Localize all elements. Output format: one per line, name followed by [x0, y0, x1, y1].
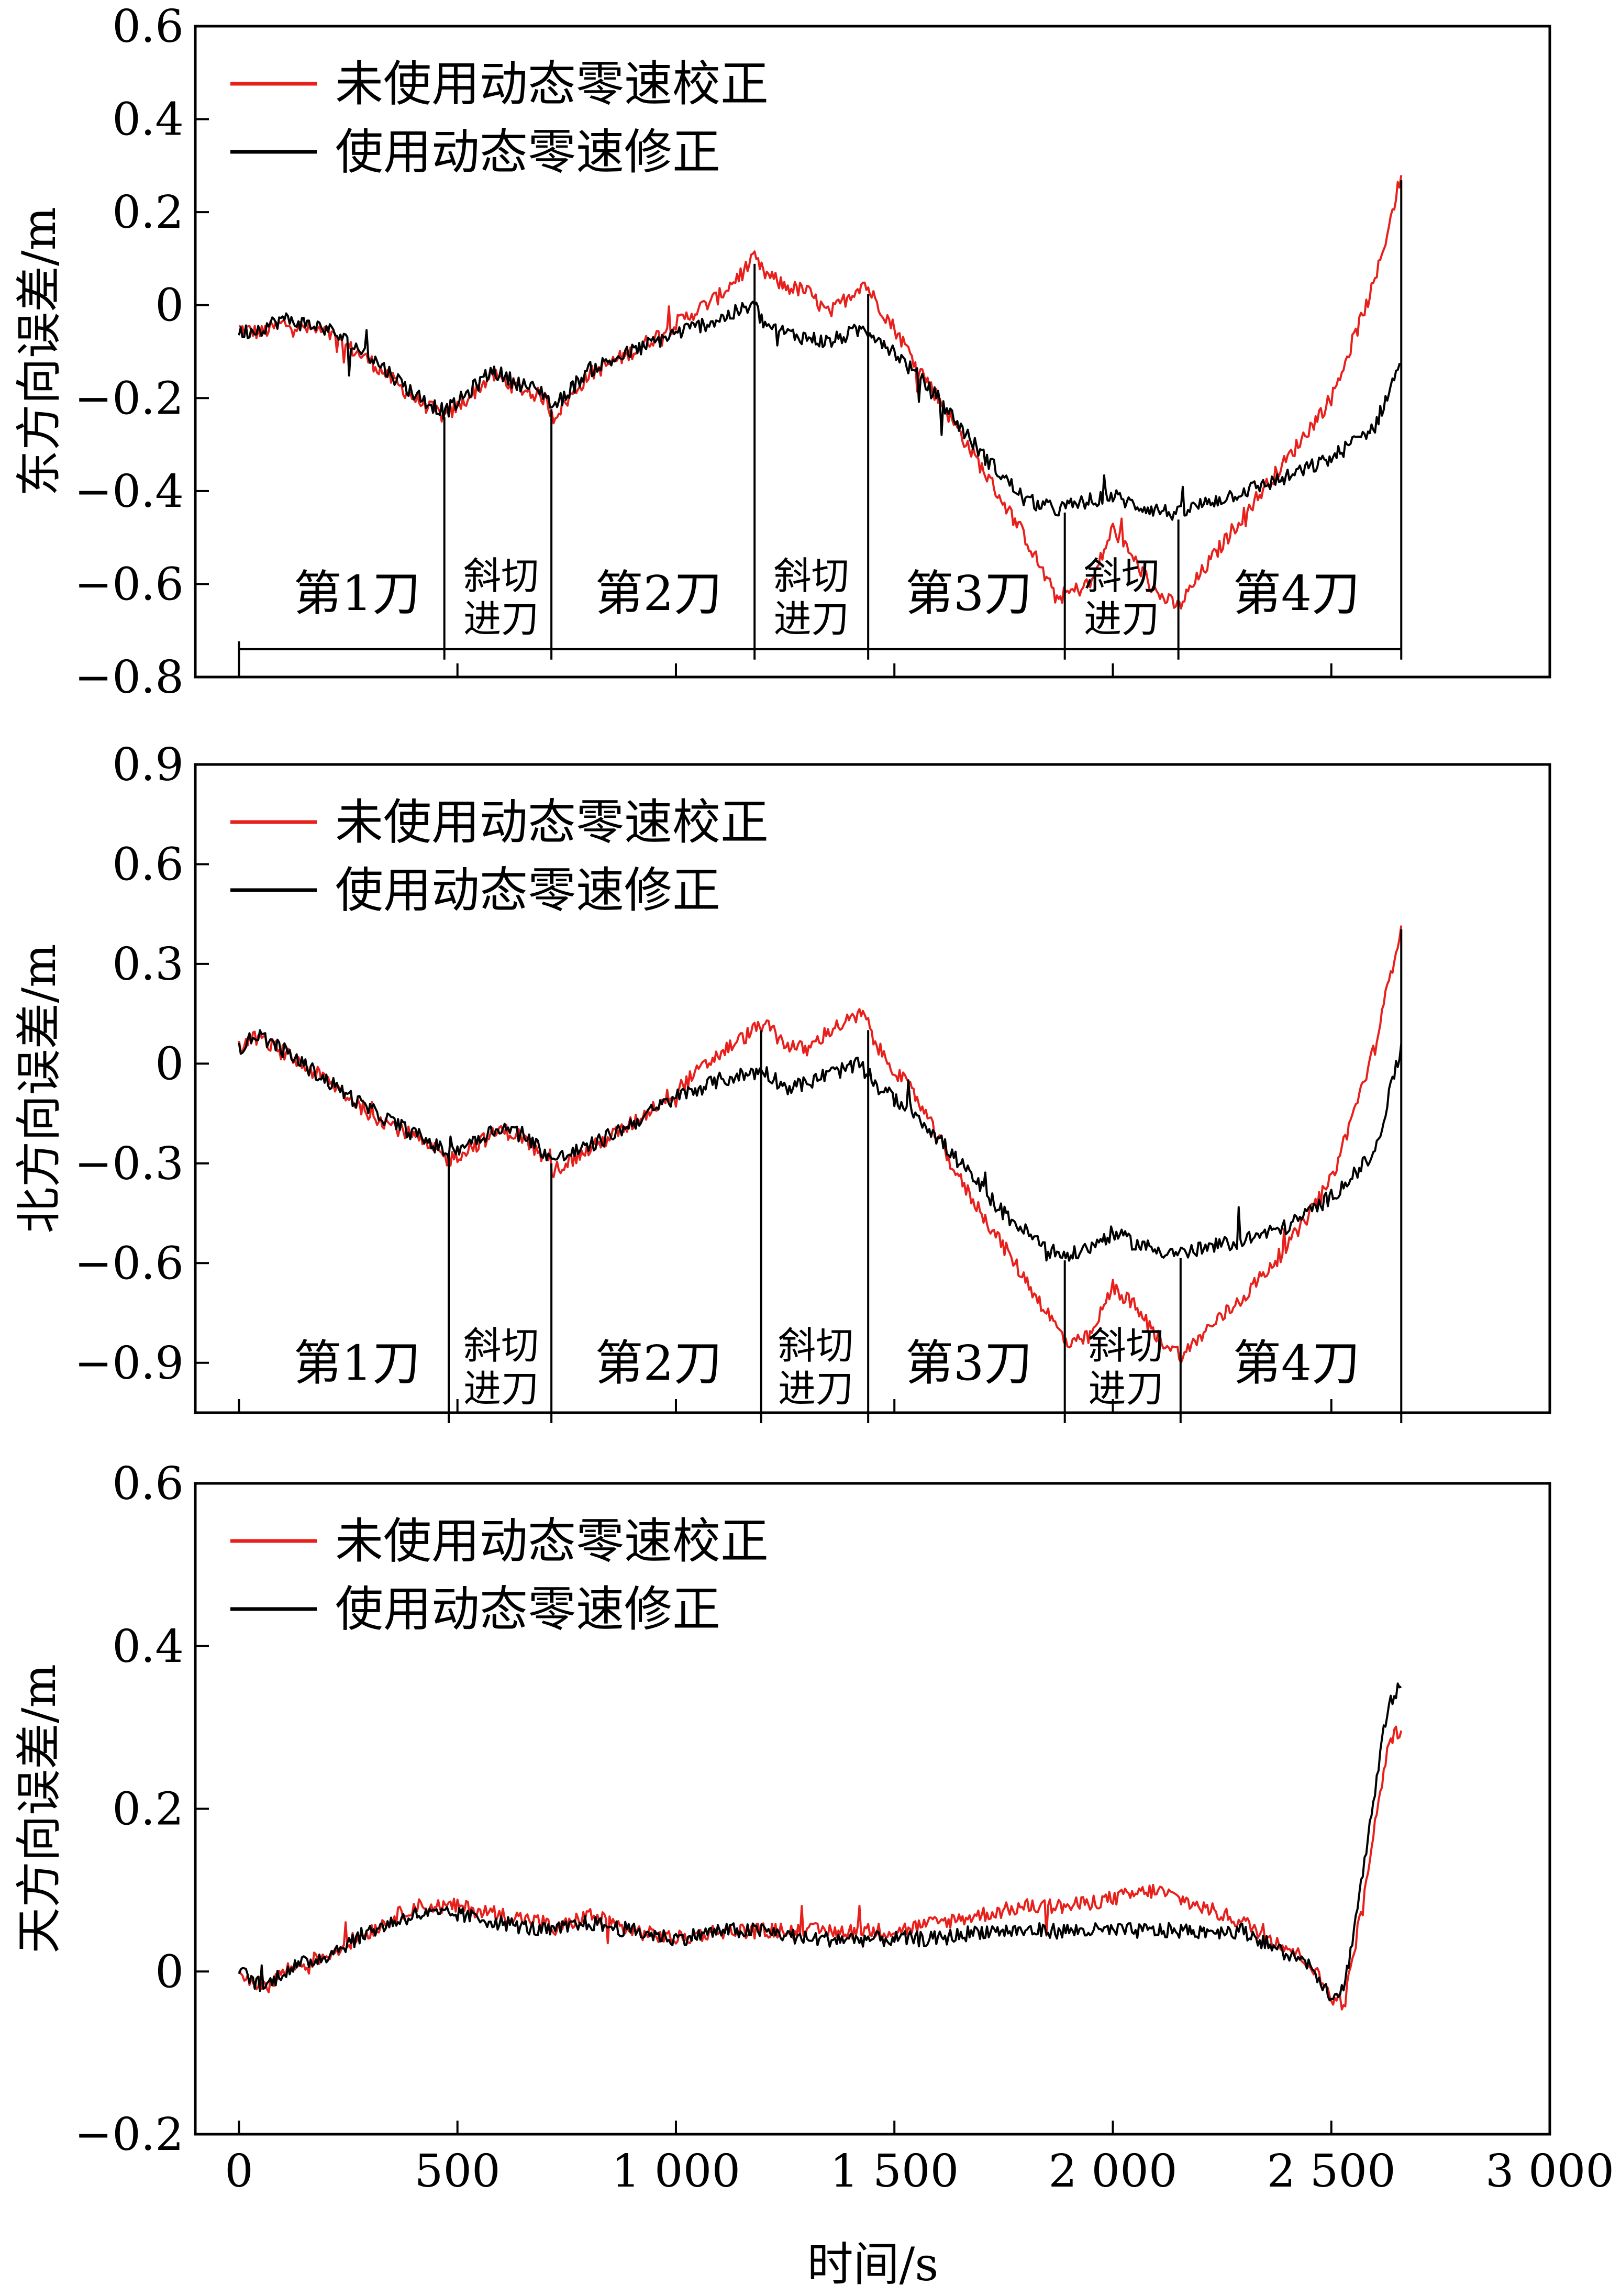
panel-up-error: −0.2 0 0.2 0.4 0.6 0 500 1 000 1 500 2 000 2 500 3 …: [12, 1458, 1614, 2198]
phase-label-line2: 进刀: [1084, 597, 1159, 641]
series-line-corrected: [238, 1682, 1402, 2002]
y-tick-label: −0.6: [74, 558, 184, 611]
x-tick-label: 500: [415, 2145, 501, 2198]
y-tick-label: 0.2: [112, 186, 184, 239]
y-tick-label: 0.9: [112, 739, 184, 791]
y-tick-label: 0.4: [112, 1621, 184, 1673]
phase-label: 第3刀: [905, 565, 1032, 622]
y-tick-label: 0.6: [112, 838, 184, 891]
y-tick-label: −0.9: [74, 1337, 184, 1390]
x-tick-label: 3 000: [1485, 2145, 1614, 2198]
y-tick-label: −0.8: [74, 651, 184, 704]
y-tick-label: −0.2: [74, 372, 184, 425]
y-tick-label: 0: [155, 1946, 184, 1998]
phase-label-line2: 进刀: [774, 597, 849, 641]
y-tick-label: 0: [155, 1038, 184, 1090]
x-tick-label: 2 000: [1048, 2145, 1177, 2198]
phase-label: 第1刀: [293, 1335, 420, 1391]
plot-frame: [194, 25, 1551, 679]
y-tick-label: −0.2: [74, 2109, 184, 2161]
phase-label-line2: 进刀: [1089, 1367, 1164, 1411]
legend-label: 未使用动态零速校正: [335, 56, 769, 112]
legend-label: 使用动态零速修正: [335, 862, 720, 918]
x-tick-label: 1 500: [830, 2145, 959, 2198]
y-axis-title: 东方向误差/m: [12, 207, 66, 496]
y-tick-label: 0.6: [112, 1, 184, 53]
y-tick-label: 0.4: [112, 94, 184, 146]
y-tick-label: −0.4: [74, 465, 184, 518]
phase-label-line1: 斜切: [463, 554, 539, 598]
phase-label: 第2刀: [595, 1335, 722, 1391]
x-tick-label: 1 000: [612, 2145, 740, 2198]
series-line-corrected: [238, 1029, 1403, 1262]
phase-label-line2: 进刀: [463, 597, 539, 641]
y-tick-label: 0.3: [112, 938, 184, 991]
x-axis-title: 时间/s: [807, 2237, 939, 2291]
series-line-uncorrected: [238, 175, 1403, 610]
y-axis-title: 天方向误差/m: [12, 1664, 66, 1954]
series-line-corrected: [238, 301, 1402, 521]
y-tick-label: 0.6: [112, 1458, 184, 1510]
x-tick-label: 2 500: [1267, 2145, 1396, 2198]
phase-label: 第2刀: [595, 565, 722, 622]
phase-label: 第1刀: [293, 565, 420, 622]
x-tick-label: 0: [225, 2145, 253, 2198]
phase-label: 第4刀: [1233, 565, 1360, 622]
phase-label-line1: 斜切: [774, 554, 849, 598]
phase-label: 第4刀: [1233, 1335, 1360, 1391]
phase-label-line1: 斜切: [1084, 554, 1159, 598]
y-tick-label: 0: [155, 280, 184, 332]
plot-frame: [194, 763, 1551, 1414]
legend-label: 使用动态零速修正: [335, 1581, 720, 1637]
phase-label-line1: 斜切: [778, 1324, 853, 1368]
phase-label-line2: 进刀: [463, 1367, 539, 1411]
phase-label-line1: 斜切: [463, 1324, 539, 1368]
legend-label: 使用动态零速修正: [335, 124, 720, 180]
phase-label-line1: 斜切: [1089, 1324, 1164, 1368]
legend-label: 未使用动态零速校正: [335, 1513, 769, 1569]
y-tick-label: −0.6: [74, 1237, 184, 1290]
y-tick-label: −0.3: [74, 1138, 184, 1190]
legend-label: 未使用动态零速校正: [335, 794, 769, 850]
phase-label: 第3刀: [905, 1335, 1032, 1391]
y-tick-label: 0.2: [112, 1783, 184, 1836]
phase-label-line2: 进刀: [778, 1367, 853, 1411]
y-axis-title: 北方向误差/m: [12, 944, 66, 1233]
